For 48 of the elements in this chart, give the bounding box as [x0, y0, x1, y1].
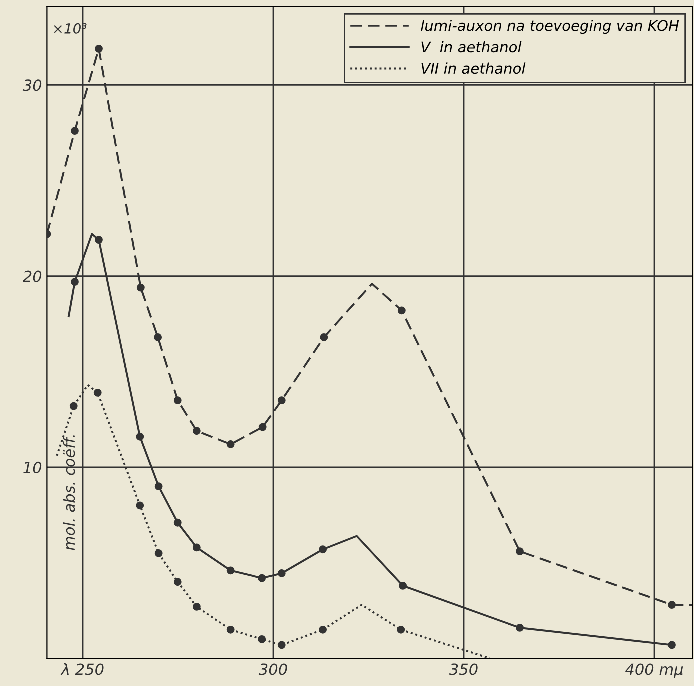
point: [278, 570, 286, 578]
point: [94, 388, 102, 397]
point: [70, 402, 78, 410]
point: [278, 641, 286, 650]
y-tick-label: 10: [24, 462, 42, 474]
point: [174, 396, 182, 405]
point: [136, 284, 145, 292]
point: [319, 626, 327, 634]
point: [136, 502, 144, 510]
point: [398, 306, 406, 315]
point: [174, 578, 182, 586]
y-tick-label: 30: [22, 80, 42, 92]
legend-label: lumi-auxon na toevoeging van KOH: [421, 20, 680, 34]
point: [154, 549, 163, 558]
point: [320, 334, 328, 342]
point: [136, 432, 144, 441]
point: [668, 601, 676, 609]
point: [226, 440, 235, 448]
legend-label: V in aethanol: [422, 41, 522, 53]
x-tick-label: 350: [449, 664, 478, 676]
point: [174, 518, 182, 527]
point: [192, 427, 201, 436]
point: [516, 624, 524, 632]
point: [192, 544, 201, 552]
point: [95, 44, 103, 53]
point: [192, 603, 201, 611]
y-tick-label: 20: [22, 270, 42, 282]
point: [95, 236, 103, 244]
x-tick-label: 400 mμ: [625, 664, 684, 678]
point: [319, 546, 327, 554]
legend-label: VII in aethanol: [422, 62, 526, 74]
point: [516, 548, 524, 556]
point: [668, 641, 676, 650]
point: [71, 278, 79, 286]
point: [258, 423, 267, 432]
point: [226, 566, 235, 575]
x-tick-label: λ 250: [60, 663, 104, 676]
point: [397, 626, 406, 634]
y-axis-title: mol. abs. coëff.: [63, 436, 76, 550]
point: [71, 127, 79, 136]
x-tick-label: 300: [258, 664, 288, 676]
point: [278, 396, 286, 405]
point: [226, 626, 235, 634]
point: [399, 582, 407, 590]
point: [154, 334, 162, 342]
point: [258, 574, 266, 582]
point: [258, 635, 266, 644]
point: [154, 482, 163, 491]
